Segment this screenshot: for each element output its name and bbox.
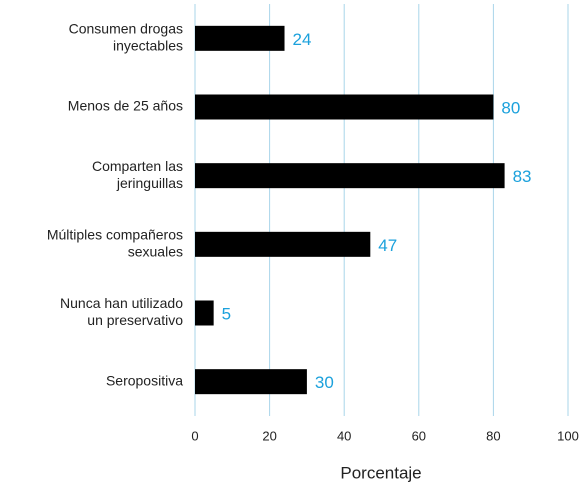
bar	[195, 231, 371, 257]
y-tick-label: Nunca han utilizado	[60, 295, 183, 311]
data-label: 80	[501, 98, 520, 117]
x-tick-label: 40	[337, 428, 351, 443]
bar	[195, 163, 505, 189]
y-tick-label: Múltiples compañeros	[47, 227, 183, 243]
y-tick-label: inyectables	[113, 38, 183, 54]
data-label: 5	[222, 304, 231, 323]
y-tick-label: un preservativo	[87, 312, 183, 328]
bar	[195, 300, 214, 326]
y-tick-label: Consumen drogas	[69, 21, 183, 37]
x-tick-label: 100	[557, 428, 579, 443]
data-label: 83	[513, 167, 532, 186]
bar	[195, 369, 307, 395]
y-tick-label: sexuales	[128, 244, 183, 260]
data-label: 24	[293, 30, 312, 49]
x-axis-label: Porcentaje	[340, 463, 421, 482]
data-label: 47	[378, 236, 397, 255]
y-tick-label: Comparten las	[92, 158, 183, 174]
x-tick-label: 80	[486, 428, 500, 443]
y-tick-label: jeringuillas	[116, 175, 183, 191]
y-tick-label: Menos de 25 años	[68, 98, 183, 114]
x-tick-label: 0	[191, 428, 198, 443]
bar	[195, 94, 494, 120]
y-tick-label: Seropositiva	[106, 372, 183, 388]
data-label: 30	[315, 373, 334, 392]
x-tick-label: 60	[412, 428, 426, 443]
bar	[195, 25, 285, 51]
x-tick-label: 20	[262, 428, 276, 443]
